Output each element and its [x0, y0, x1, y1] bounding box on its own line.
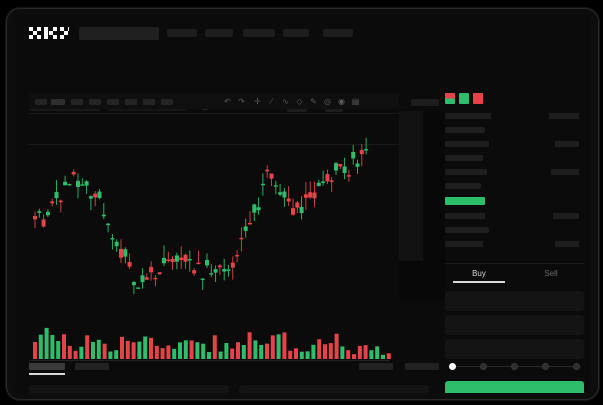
search-input[interactable]	[79, 27, 159, 40]
toolbar-chip-1[interactable]	[35, 99, 47, 105]
total-field[interactable]	[445, 339, 584, 359]
chart-gridline	[29, 144, 399, 145]
redo-icon[interactable]: ↷	[238, 97, 245, 106]
trendline-icon[interactable]: ∕	[270, 97, 273, 106]
nav-item-2[interactable]	[205, 29, 233, 37]
eye-icon[interactable]: ◉	[338, 97, 345, 106]
amount-field[interactable]	[445, 315, 584, 335]
tab-sell[interactable]: Sell	[544, 269, 558, 278]
candlestick-series	[33, 138, 369, 294]
top-navigation-bar	[15, 15, 590, 49]
panel-shadow-overlay-inner	[399, 111, 423, 261]
orderbook-both-icon[interactable]	[445, 93, 455, 104]
orderbook-row[interactable]	[445, 127, 485, 133]
device-frame: Spot Trading ▾ ▾	[6, 8, 599, 400]
price-field[interactable]	[445, 291, 584, 311]
orderbook-view-icons	[445, 93, 505, 105]
toolbar-chip-8[interactable]	[161, 99, 173, 105]
orderbook-row-qty	[555, 241, 579, 247]
orderbook-row[interactable]	[445, 169, 487, 175]
buy-tab-underline	[453, 281, 505, 283]
tab-buy[interactable]: Buy	[472, 269, 486, 278]
nav-item-5[interactable]	[323, 29, 353, 37]
toolbar-chip-6[interactable]	[125, 99, 137, 105]
orderbook-row[interactable]	[445, 183, 481, 189]
okx-logo-icon[interactable]	[29, 27, 69, 40]
amount-slider[interactable]	[449, 363, 580, 371]
orderbook-row[interactable]	[445, 227, 489, 233]
toolbar-chip-5[interactable]	[107, 99, 119, 105]
tab-right-2[interactable]	[405, 363, 439, 370]
volume-chart	[29, 317, 399, 363]
volume-baseline	[29, 360, 389, 361]
pencil-icon[interactable]: ✎	[310, 97, 317, 106]
volume-series	[33, 327, 391, 359]
tab-right-1[interactable]	[359, 363, 393, 370]
orderbook-row-qty	[551, 169, 579, 175]
stat-1-label	[287, 107, 307, 112]
orderbook-asks-icon[interactable]	[473, 93, 483, 104]
chart-toolbar	[29, 93, 399, 109]
slider-dot-3[interactable]	[542, 363, 549, 370]
orderbook-row-qty	[553, 213, 579, 219]
shapes-icon[interactable]: ◇	[296, 97, 303, 106]
toolbar-chip-3[interactable]	[71, 99, 83, 105]
undo-icon[interactable]: ↶	[224, 97, 231, 106]
slider-dot-1[interactable]	[480, 363, 487, 370]
nav-item-1[interactable]	[167, 29, 197, 37]
wave-icon[interactable]: ∿	[282, 97, 289, 106]
orderbook-row[interactable]	[445, 113, 491, 119]
submit-buy-button[interactable]	[445, 381, 584, 393]
crosshair-icon[interactable]: ✛	[254, 97, 261, 106]
orderbook-row-qty	[549, 113, 579, 119]
bottom-panel-1[interactable]	[29, 385, 229, 393]
nav-item-3[interactable]	[243, 29, 275, 37]
orderbook-row[interactable]	[445, 241, 483, 247]
orderbook-row[interactable]	[445, 141, 489, 147]
orderbook-row-qty	[555, 141, 579, 147]
price-chart[interactable]	[29, 113, 399, 314]
tab-order-history[interactable]	[75, 363, 109, 370]
toolbar-chip-2[interactable]	[51, 99, 65, 105]
magnet-icon[interactable]: ◎	[324, 97, 331, 106]
stat-2-label	[325, 107, 343, 112]
app-screen: Spot Trading ▾ ▾	[15, 15, 590, 393]
market-info-bar: Spot Trading ▾ ▾	[15, 49, 590, 112]
bottom-panel-2[interactable]	[239, 385, 429, 393]
tab-active-underline	[29, 373, 65, 375]
toolbar-chip-7[interactable]	[143, 99, 155, 105]
orderbook-row[interactable]	[445, 155, 483, 161]
orderform-divider	[445, 263, 584, 264]
orderbook-highlight-row[interactable]	[445, 197, 485, 205]
stat-3	[411, 99, 441, 106]
orderbook-and-form: Buy Sell	[439, 87, 590, 393]
trash-icon[interactable]: ▤	[351, 97, 360, 106]
orderbook-row[interactable]	[445, 213, 485, 219]
tab-open-orders[interactable]	[29, 363, 65, 370]
toolbar-chip-4[interactable]	[89, 99, 101, 105]
nav-item-4[interactable]	[283, 29, 309, 37]
orderbook-bids-icon[interactable]	[459, 93, 469, 104]
slider-dot-4[interactable]	[573, 363, 580, 370]
slider-dot-0[interactable]	[449, 363, 456, 370]
slider-dot-2[interactable]	[511, 363, 518, 370]
